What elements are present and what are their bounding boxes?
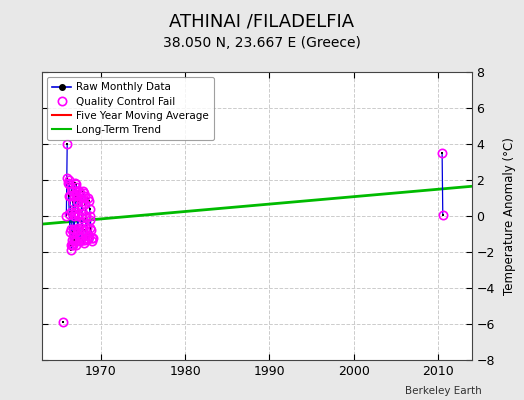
Text: ATHINAI /FILADELFIA: ATHINAI /FILADELFIA xyxy=(169,12,355,30)
Y-axis label: Temperature Anomaly (°C): Temperature Anomaly (°C) xyxy=(503,137,516,295)
Text: Berkeley Earth: Berkeley Earth xyxy=(406,386,482,396)
Legend: Raw Monthly Data, Quality Control Fail, Five Year Moving Average, Long-Term Tren: Raw Monthly Data, Quality Control Fail, … xyxy=(47,77,214,140)
Text: 38.050 N, 23.667 E (Greece): 38.050 N, 23.667 E (Greece) xyxy=(163,36,361,50)
